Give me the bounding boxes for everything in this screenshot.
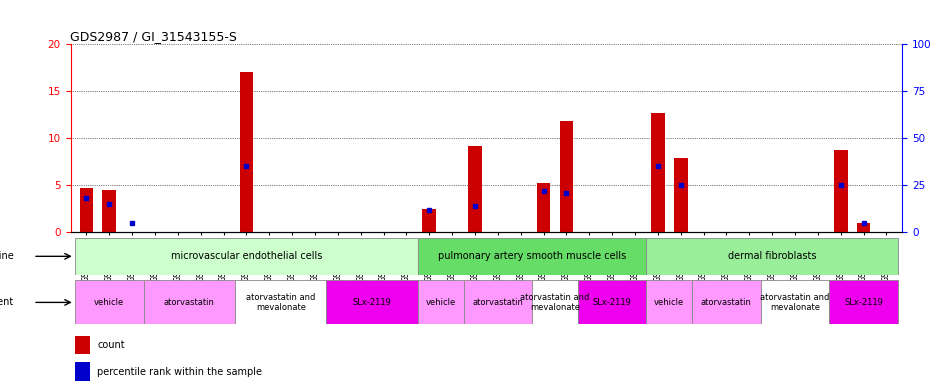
Bar [144,280,235,324]
Text: atorvastatin and
mevalonate: atorvastatin and mevalonate [246,293,316,312]
Bar [74,362,89,381]
Bar [647,280,692,324]
Text: atorvastatin: atorvastatin [701,298,752,307]
Text: atorvastatin: atorvastatin [164,298,214,307]
Bar [240,72,254,232]
Text: cell line: cell line [0,251,14,262]
Bar [760,280,829,324]
Text: SLx-2119: SLx-2119 [593,298,632,307]
Text: count: count [97,340,125,350]
Text: agent: agent [0,297,14,308]
Bar [326,280,418,324]
Text: GDS2987 / GI_31543155-S: GDS2987 / GI_31543155-S [70,30,238,43]
Text: SLx-2119: SLx-2119 [844,298,883,307]
Bar [829,280,898,324]
Bar [856,223,870,232]
Bar [559,121,573,232]
Bar [422,209,436,232]
Text: percentile rank within the sample: percentile rank within the sample [97,367,262,377]
Text: vehicle: vehicle [426,298,456,307]
Text: microvascular endothelial cells: microvascular endothelial cells [171,251,322,262]
Bar [418,280,463,324]
Bar [75,280,144,324]
Bar [674,158,687,232]
Bar [651,113,665,232]
Bar [647,238,898,275]
Text: vehicle: vehicle [94,298,124,307]
Text: vehicle: vehicle [654,298,684,307]
Bar [75,238,418,275]
Text: SLx-2119: SLx-2119 [352,298,392,307]
Bar [537,184,551,232]
Bar [468,146,482,232]
Bar [532,280,578,324]
Bar [578,280,647,324]
Text: pulmonary artery smooth muscle cells: pulmonary artery smooth muscle cells [438,251,626,262]
Bar [74,336,89,354]
Bar [834,151,848,232]
Bar [692,280,760,324]
Text: dermal fibroblasts: dermal fibroblasts [728,251,816,262]
Bar [80,188,93,232]
Text: atorvastatin: atorvastatin [473,298,524,307]
Text: atorvastatin and
mevalonate: atorvastatin and mevalonate [521,293,589,312]
Text: atorvastatin and
mevalonate: atorvastatin and mevalonate [760,293,830,312]
Bar [102,190,117,232]
Bar [418,238,647,275]
Bar [463,280,532,324]
Bar [235,280,326,324]
